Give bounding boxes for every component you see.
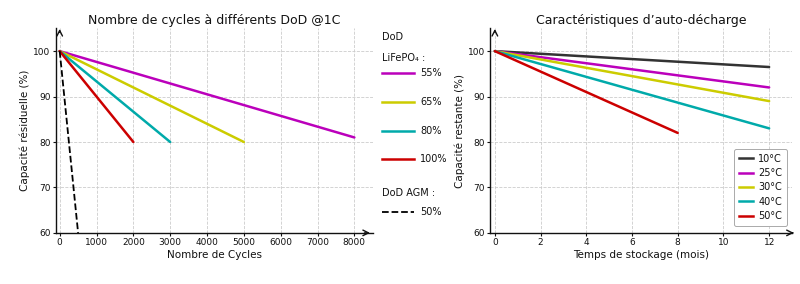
Text: 50%: 50% [420, 207, 442, 218]
Legend: 10°C, 25°C, 30°C, 40°C, 50°C: 10°C, 25°C, 30°C, 40°C, 50°C [734, 149, 787, 226]
Text: LiFePO₄ :: LiFePO₄ : [382, 53, 426, 63]
X-axis label: Nombre de Cycles: Nombre de Cycles [167, 250, 262, 260]
Title: Nombre de cycles à différents DoD @1C: Nombre de cycles à différents DoD @1C [88, 14, 341, 27]
Text: 100%: 100% [420, 154, 448, 164]
Text: DoD: DoD [382, 32, 403, 43]
Y-axis label: Capacité résiduelle (%): Capacité résiduelle (%) [20, 70, 30, 191]
Text: 80%: 80% [420, 126, 442, 136]
Text: 55%: 55% [420, 68, 442, 78]
Title: Caractéristiques d’auto-décharge: Caractéristiques d’auto-décharge [536, 14, 746, 27]
Y-axis label: Capacité restante (%): Capacité restante (%) [454, 74, 465, 188]
Text: DoD AGM :: DoD AGM : [382, 188, 435, 198]
X-axis label: Temps de stockage (mois): Temps de stockage (mois) [573, 250, 709, 260]
Text: 65%: 65% [420, 97, 442, 107]
